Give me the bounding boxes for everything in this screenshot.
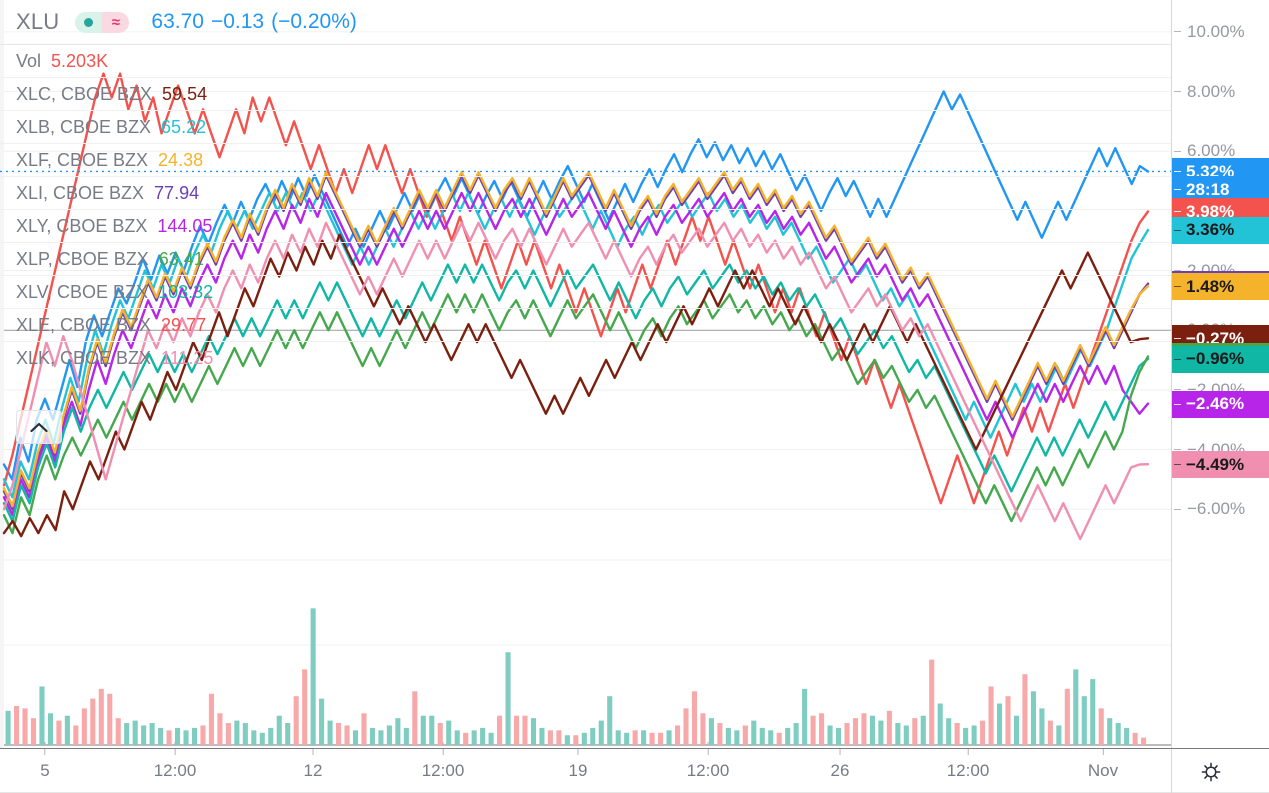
price-axis[interactable]: 10.00%8.00%6.00%2.00%0.00%−2.00%−4.00%−6…: [1171, 0, 1269, 748]
price-axis-tick: 6.00%: [1172, 140, 1269, 162]
legend-row-series[interactable]: XLF, CBOE BZX 24.38: [0, 144, 1171, 177]
series-legend-label: XLF, CBOE BZX: [16, 149, 149, 170]
series-legend-value: 77.94: [154, 182, 200, 203]
legend-row-series[interactable]: XLB, CBOE BZX 65.22: [0, 111, 1171, 144]
price-axis-tick-label: 6.00%: [1187, 141, 1236, 161]
price-series-lines: [2, 72, 1150, 541]
series-legend-value: 59.54: [162, 83, 208, 104]
series-legend-label: XLK, CBOE BZX: [16, 348, 152, 368]
time-axis-tick-label: 12:00: [946, 761, 990, 780]
legend-row-volume[interactable]: Vol 5.203K: [0, 45, 1171, 78]
series-legend-label: XLE, CBOE BZX: [16, 314, 152, 335]
time-axis-tick: 12:00: [686, 749, 730, 781]
price-tag[interactable]: −4.49%: [1172, 451, 1269, 479]
series-legend-value: 103.32: [158, 281, 214, 302]
series-legend-label: XLY, CBOE BZX: [16, 215, 148, 236]
price-axis-tick: −6.00%: [1172, 498, 1269, 520]
series-legend-value: 65.22: [161, 116, 207, 137]
time-axis-tick: 12: [303, 749, 323, 781]
series-legend-value: 24.38: [158, 149, 204, 170]
price-tag[interactable]: 3.36%: [1172, 216, 1269, 244]
price-tag[interactable]: −2.46%: [1172, 390, 1269, 418]
price-axis-tick-label: 10.00%: [1187, 21, 1245, 41]
price-tag-label: −0.96%: [1186, 349, 1245, 369]
price-tag[interactable]: −0.96%: [1172, 345, 1269, 373]
price-change-percent: (−0.20%): [271, 10, 357, 33]
legend-row-series[interactable]: XLP, CBOE BZX 63.41: [0, 243, 1171, 276]
gear-icon: [1201, 762, 1221, 782]
chart-canvas[interactable]: [0, 0, 1171, 748]
price-tag-label: 3.36%: [1186, 220, 1235, 240]
time-axis-tick-label: 19: [568, 761, 588, 780]
price-tag-label: −2.46%: [1186, 394, 1245, 414]
time-axis-tick-label: 12:00: [153, 761, 197, 780]
price-tag-label: −0.27%: [1186, 328, 1245, 348]
price-tag[interactable]: 1.48%: [1172, 273, 1269, 301]
legend-row-series[interactable]: XLE, CBOE BZX 29.77: [0, 309, 1171, 342]
price-tag-label: 5.32%: [1186, 161, 1235, 181]
series-legend-label: XLC, CBOE BZX: [16, 83, 153, 104]
time-axis-tick-label: 26: [830, 761, 850, 780]
legend-row-series[interactable]: XLC, CBOE BZX 59.54: [0, 78, 1171, 111]
time-axis-tick-label: Nov: [1087, 761, 1119, 780]
chart-plot-area[interactable]: [0, 0, 1171, 748]
axis-separator: [1171, 749, 1172, 793]
chart-settings-button[interactable]: [1191, 757, 1231, 787]
legend-row-series[interactable]: XLI, CBOE BZX 77.94: [0, 177, 1171, 210]
series-legend: Vol 5.203K XLC, CBOE BZX 59.54 XLB, CBOE BZX…: [0, 45, 1171, 375]
quote-header[interactable]: XLU ≈ 63.70 −0.13 (−0.20%): [0, 0, 1171, 45]
time-axis-tick: 19: [568, 749, 588, 781]
last-price: 63.70: [151, 10, 204, 33]
time-axis-tick-label: 5: [40, 761, 50, 780]
quote-values: 63.70 −0.13 (−0.20%): [151, 10, 357, 34]
time-axis-tick-label: 12: [303, 761, 323, 780]
series-legend-value: 63.41: [158, 248, 204, 269]
legend-row-series[interactable]: XLY, CBOE BZX 144.05: [0, 210, 1171, 243]
legend-row-series[interactable]: XLV, CBOE BZX 103.32: [0, 276, 1171, 309]
series-legend-label: XLI, CBOE BZX: [16, 182, 145, 203]
series-legend-value: 144.05: [157, 215, 213, 236]
series-legend-label: XLV, CBOE BZX: [16, 281, 149, 302]
volume-legend-label: Vol: [16, 50, 42, 71]
price-tag-label: 28:18: [1186, 179, 1230, 199]
price-tag-label: 1.48%: [1186, 276, 1235, 296]
price-tag-label: −4.49%: [1186, 454, 1245, 474]
price-axis-tick: 10.00%: [1172, 21, 1269, 43]
price-axis-tick: 8.00%: [1172, 81, 1269, 103]
price-change: −0.13: [210, 10, 265, 33]
status-badge-group: ≈: [75, 11, 130, 33]
time-axis-tick: 12:00: [153, 749, 197, 781]
chevron-up-icon: [30, 422, 48, 432]
collapse-pane-button[interactable]: [16, 410, 62, 444]
time-axis-tick-label: 12:00: [686, 761, 730, 780]
legend-row-series[interactable]: XLK, CBOE BZX 111.25: [0, 342, 1171, 375]
series-legend-value: 29.77: [161, 314, 207, 335]
series-legend-label: XLP, CBOE BZX: [16, 248, 149, 269]
approximate-data-icon: ≈: [102, 11, 130, 33]
price-tag-label: 3.98%: [1186, 201, 1235, 221]
time-axis-tick-label: 12:00: [421, 761, 465, 780]
symbol-title[interactable]: XLU: [16, 9, 60, 34]
time-axis-tick: 5: [40, 749, 50, 781]
volume-bars: [5, 608, 1147, 745]
series-legend-label: XLB, CBOE BZX: [16, 116, 152, 137]
market-open-dot-icon: [75, 11, 103, 33]
time-axis[interactable]: 5 12:00 12 12:00 19 12:00 26 12:00 Nov: [0, 748, 1269, 793]
time-axis-tick: 12:00: [946, 749, 990, 781]
time-axis-tick: Nov: [1088, 749, 1118, 781]
time-axis-tick: 26: [830, 749, 850, 781]
series-legend-value: 111.25: [161, 348, 214, 368]
volume-legend-value: 5.203K: [51, 50, 109, 71]
price-axis-tick-label: −6.00%: [1187, 499, 1246, 519]
time-axis-tick: 12:00: [421, 749, 465, 781]
price-axis-tick-label: 8.00%: [1187, 81, 1236, 101]
